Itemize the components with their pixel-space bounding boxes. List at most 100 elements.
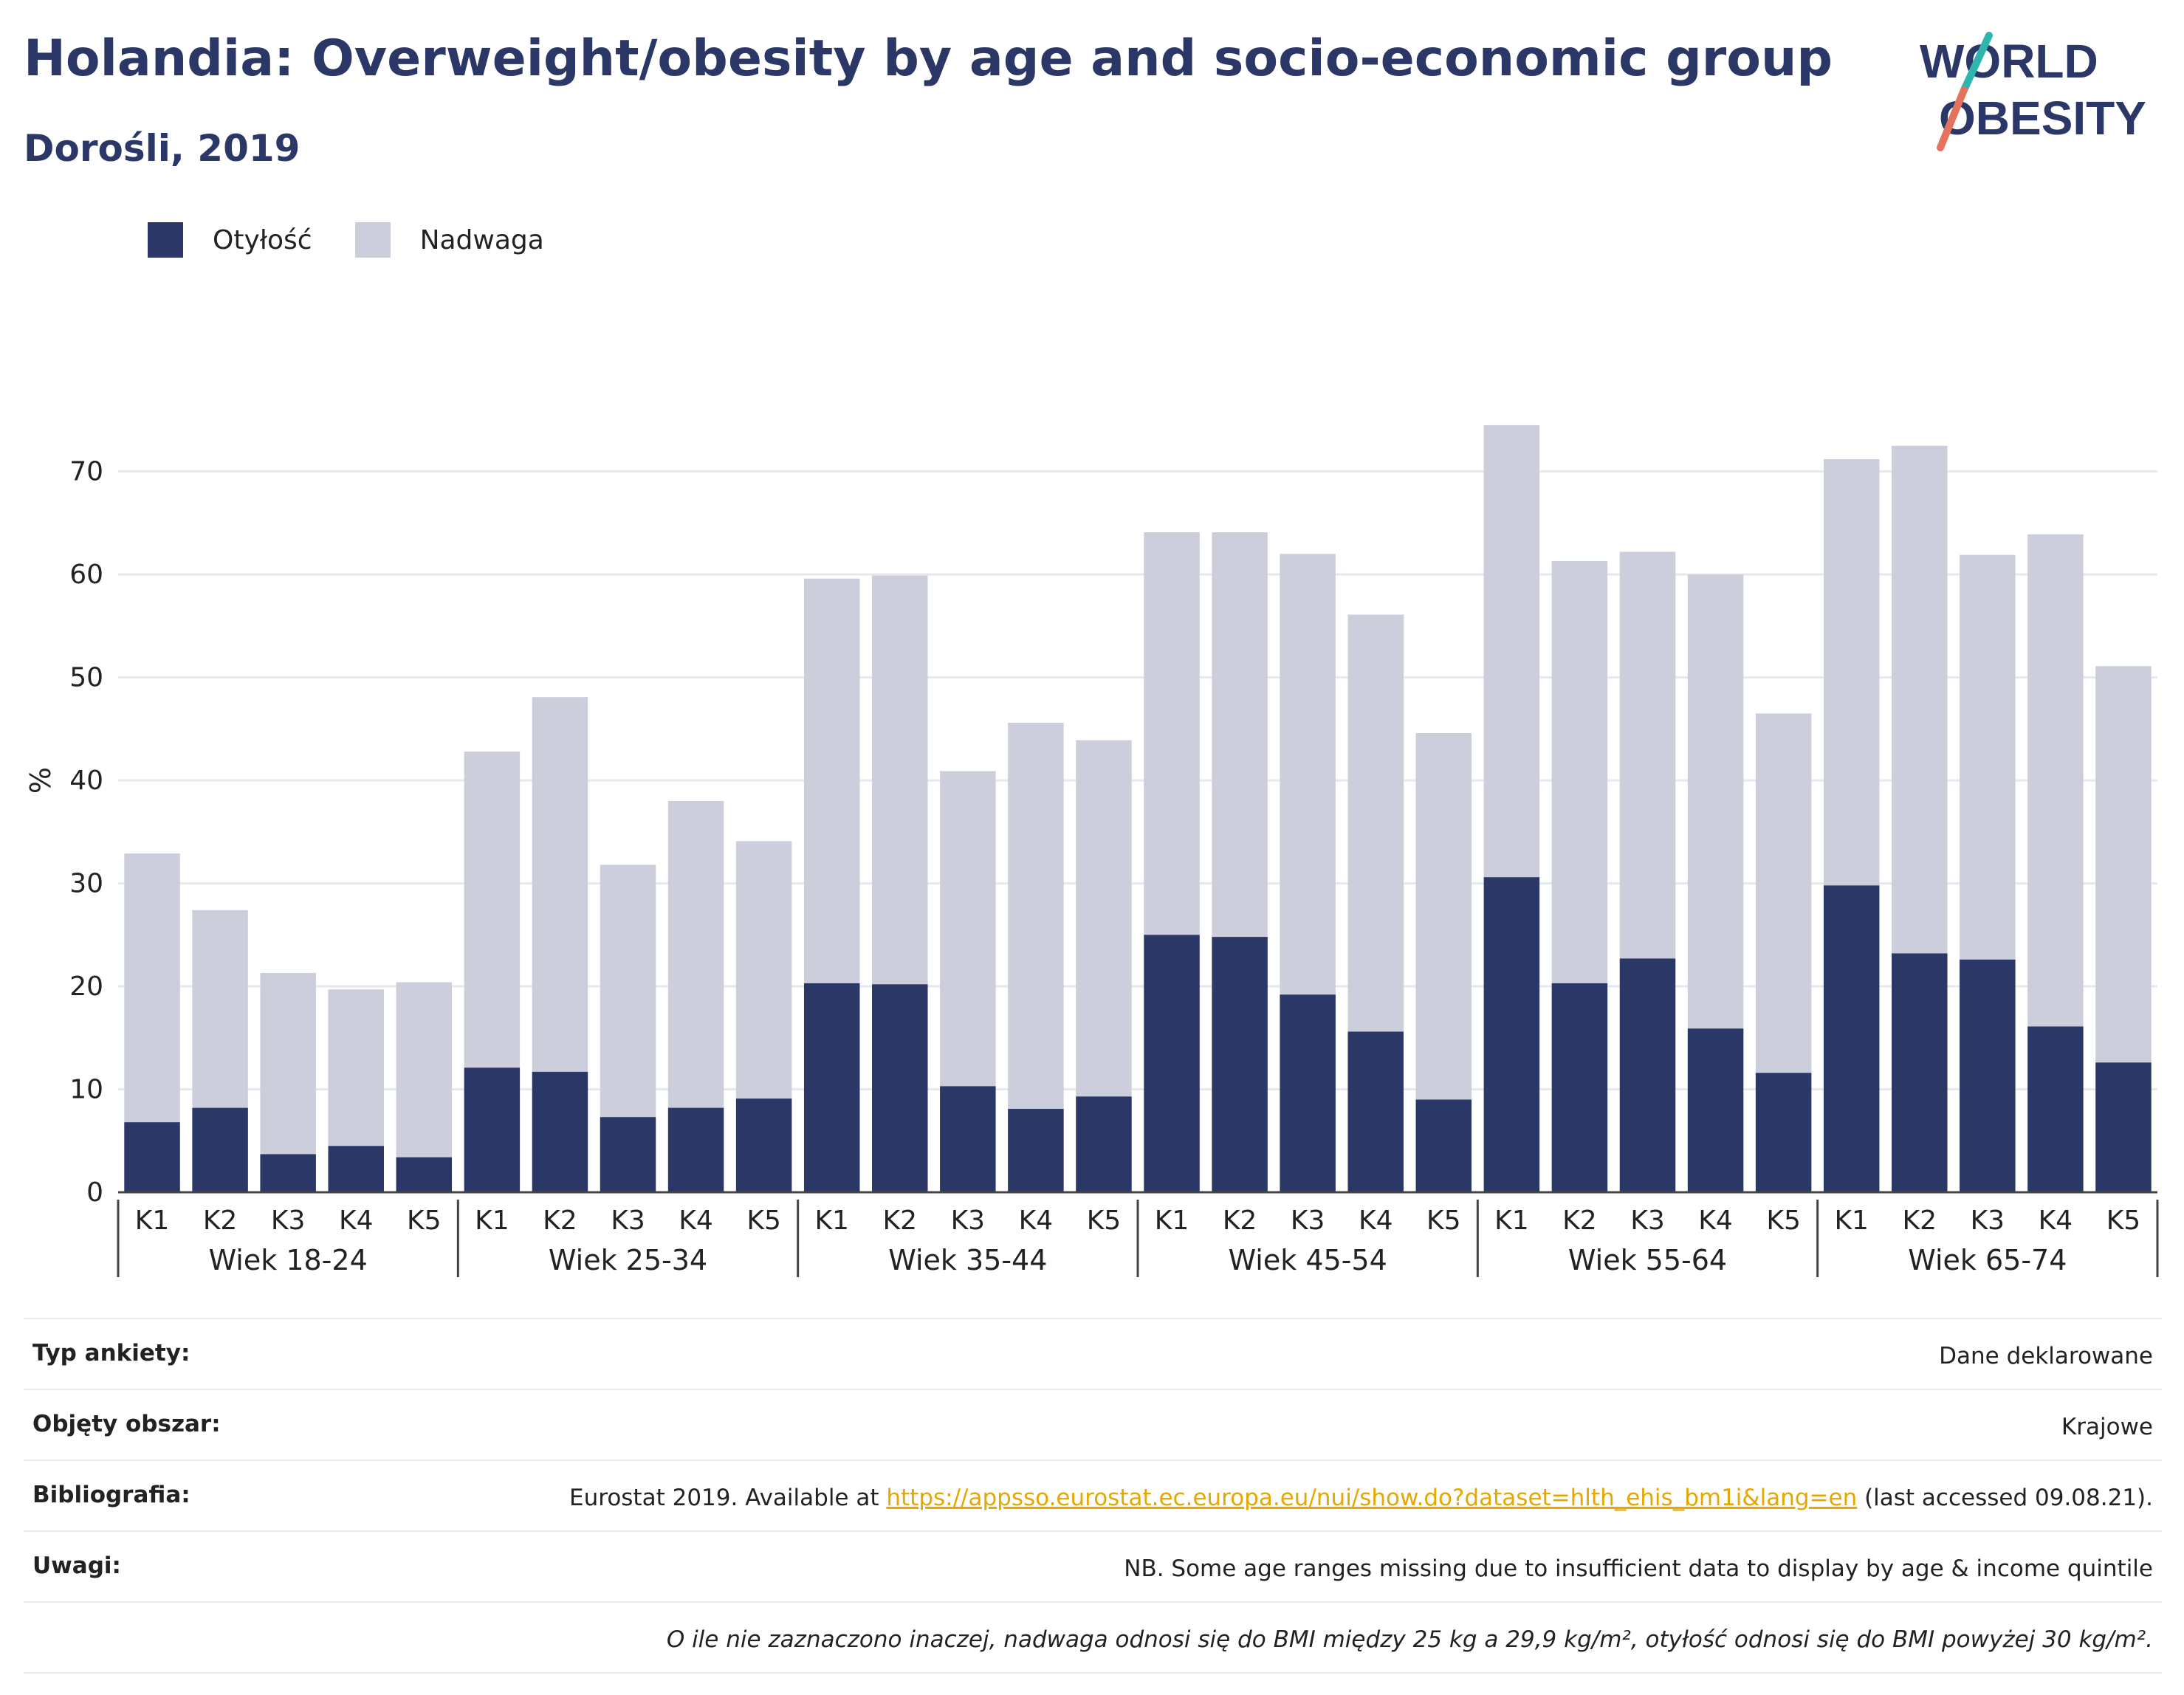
x-tick-label: K2: [543, 1206, 577, 1236]
group-label: Wiek 45-54: [1229, 1244, 1387, 1276]
bar-obesity: [1687, 1028, 1744, 1192]
world-obesity-logo: WORLD OBESITY: [1920, 32, 2146, 151]
x-tick-label: K2: [203, 1206, 238, 1236]
x-tick-label: K2: [1903, 1206, 1937, 1236]
legend-label-overweight: Nadwaga: [419, 224, 544, 255]
x-tick-label: K1: [1834, 1206, 1869, 1236]
bar-overweight: [1619, 551, 1676, 959]
bar-obesity: [1144, 935, 1200, 1192]
bar-overweight: [600, 864, 656, 1118]
bar-obesity: [1619, 958, 1676, 1192]
bar-overweight: [124, 853, 180, 1123]
bar-overweight: [1008, 723, 1064, 1110]
area-label: Objęty obszar:: [32, 1411, 221, 1437]
chart-title: Holandia: Overweight/obesity by age and …: [24, 30, 1833, 88]
x-tick-label: K4: [1019, 1206, 1054, 1236]
bar-overweight: [328, 989, 384, 1146]
x-tick-label: K3: [951, 1206, 986, 1236]
info-row-bibliography: Bibliografia: Eurostat 2019. Available a…: [24, 1460, 2162, 1530]
bar-overweight: [1755, 713, 1812, 1073]
info-row-footnote: O ile nie zaznaczono inaczej, nadwaga od…: [24, 1601, 2162, 1674]
survey-type-label: Typ ankiety:: [32, 1340, 190, 1366]
x-tick-label: K3: [611, 1206, 645, 1236]
stacked-bar-chart: 0 10 20 30 40 50 60 70% K1 K2 K3 K4 K5 Wiek 18-24 K1 K2…: [24, 424, 2159, 1277]
bar-obesity: [600, 1117, 656, 1192]
legend-swatch-obesity: [148, 222, 183, 258]
info-row-area: Objęty obszar: Krajowe: [24, 1389, 2162, 1460]
x-tick-label: K5: [2106, 1206, 2141, 1236]
x-tick-label: K3: [271, 1206, 306, 1236]
y-tick-label: 0: [86, 1177, 103, 1208]
chart-legend: Otyłość Nadwaga: [148, 221, 587, 258]
x-tick-label: K1: [1155, 1206, 1189, 1236]
legend-swatch-overweight: [354, 222, 391, 258]
bar-obesity: [532, 1071, 588, 1192]
bar-obesity: [1551, 983, 1608, 1192]
y-tick-label: 10: [69, 1075, 103, 1105]
x-tick-label: K4: [1359, 1206, 1393, 1236]
bibliography-prefix: Eurostat 2019. Available at: [569, 1485, 887, 1511]
bar-overweight: [667, 801, 724, 1108]
bar-obesity: [2027, 1026, 2084, 1192]
logo-slash-coral: [1937, 86, 1968, 151]
bar-overweight: [803, 578, 860, 983]
bar-obesity: [1415, 1099, 1472, 1192]
y-axis-label: %: [24, 767, 57, 794]
x-tick-label: K5: [1766, 1206, 1801, 1236]
notes-label: Uwagi:: [32, 1553, 121, 1579]
y-tick-label: 60: [69, 560, 103, 590]
bar-overweight: [464, 752, 521, 1068]
bar-obesity: [328, 1146, 384, 1192]
group-label: Wiek 18-24: [209, 1244, 368, 1276]
bar-obesity: [1483, 877, 1540, 1192]
bar-obesity: [464, 1067, 521, 1192]
survey-type-value: Dane deklarowane: [1939, 1343, 2153, 1369]
bar-overweight: [2027, 534, 2084, 1027]
x-tick-label: K2: [1562, 1206, 1597, 1236]
y-tick-label: 30: [69, 869, 103, 899]
chart-subtitle: Dorośli, 2019: [24, 127, 301, 170]
x-tick-label: K1: [135, 1206, 170, 1236]
bar-overweight: [1960, 554, 2016, 960]
x-tick-label: K2: [1223, 1206, 1257, 1236]
bar-overweight: [1823, 458, 1880, 886]
bar-obesity: [1280, 994, 1336, 1192]
bar-obesity: [803, 983, 860, 1192]
bar-obesity: [1076, 1096, 1132, 1192]
group-label: Wiek 65-74: [1908, 1244, 2067, 1276]
bar-overweight: [260, 972, 316, 1155]
area-value: Krajowe: [2061, 1414, 2153, 1440]
bar-obesity: [1823, 885, 1880, 1192]
y-tick-label: 70: [69, 457, 103, 487]
x-tick-label: K4: [2039, 1206, 2073, 1236]
logo-slash-teal: [1960, 32, 1993, 94]
bar-obesity: [2095, 1062, 2152, 1192]
bar-overweight: [1076, 740, 1132, 1097]
x-tick-label: K4: [679, 1206, 713, 1236]
bar-obesity: [1212, 937, 1268, 1192]
bar-obesity: [396, 1157, 453, 1192]
x-tick-label: K4: [339, 1206, 374, 1236]
bar-overweight: [1144, 532, 1200, 935]
bibliography-value: Eurostat 2019. Available at https://apps…: [569, 1482, 2153, 1514]
bar-overweight: [1347, 614, 1404, 1032]
x-tick-label: K1: [814, 1206, 849, 1236]
bar-overweight: [1212, 532, 1268, 938]
bar-obesity: [124, 1122, 180, 1192]
x-tick-label: K5: [1426, 1206, 1461, 1236]
bar-obesity: [1960, 959, 2016, 1192]
footnote: O ile nie zaznaczono inaczej, nadwaga od…: [666, 1626, 2153, 1653]
bibliography-suffix: (last accessed 09.08.21).: [1857, 1485, 2153, 1511]
y-tick-label: 50: [69, 663, 103, 693]
bar-obesity: [1892, 953, 1948, 1192]
x-tick-label: K3: [1630, 1206, 1665, 1236]
x-tick-label: K4: [1698, 1206, 1733, 1236]
bar-obesity: [192, 1107, 248, 1192]
bibliography-link[interactable]: https://appsso.eurostat.ec.europa.eu/nui…: [886, 1485, 1858, 1511]
bar-obesity: [735, 1099, 792, 1192]
bar-overweight: [940, 771, 996, 1087]
bar-obesity: [1008, 1109, 1064, 1192]
bar-obesity: [1347, 1031, 1404, 1192]
legend-item-overweight: Nadwaga: [354, 222, 544, 258]
bar-overweight: [532, 697, 588, 1072]
